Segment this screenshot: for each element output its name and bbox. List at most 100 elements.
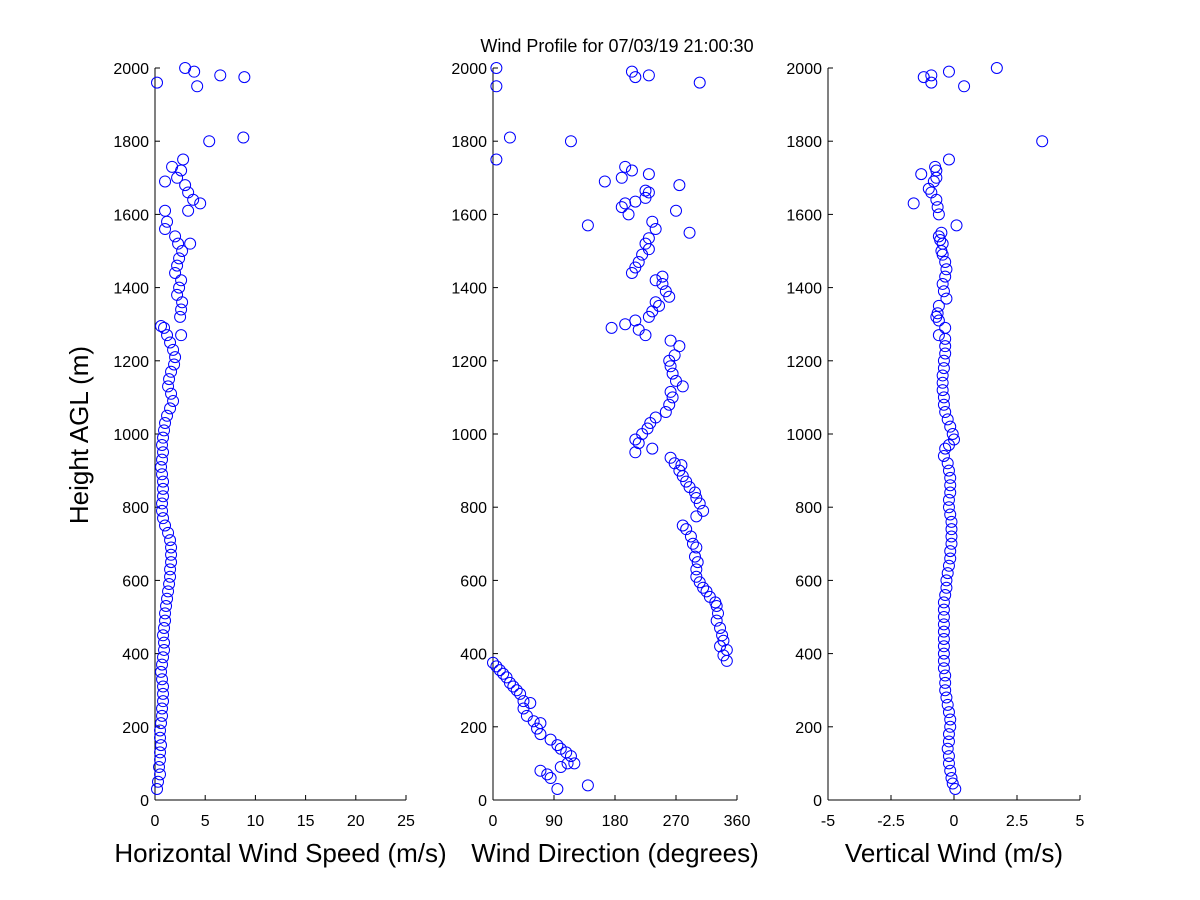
data-point	[939, 589, 952, 602]
data-point	[714, 621, 727, 634]
data-point	[942, 501, 955, 514]
data-point	[167, 343, 180, 356]
data-point	[164, 563, 177, 576]
data-point	[497, 667, 510, 680]
data-point	[534, 717, 547, 730]
data-point	[156, 468, 169, 481]
x-tick-label: 180	[602, 813, 629, 830]
data-point	[949, 783, 962, 796]
y-tick-label: 1800	[451, 134, 487, 151]
x-tick-label: 5	[201, 813, 210, 830]
data-point	[944, 545, 957, 558]
data-point	[942, 65, 955, 78]
y-tick-label: 1200	[451, 354, 487, 371]
data-point	[551, 783, 564, 796]
data-point	[490, 153, 503, 166]
data-point	[175, 303, 188, 316]
data-point	[490, 62, 503, 74]
data-point	[165, 387, 178, 400]
data-point	[939, 676, 952, 689]
data-point	[944, 720, 957, 733]
data-point	[937, 449, 950, 462]
x-tick-label: 2.5	[1006, 813, 1028, 830]
y-tick-label: 800	[460, 500, 487, 517]
data-point	[619, 160, 632, 173]
data-point	[155, 460, 168, 473]
data-point	[490, 660, 503, 673]
data-point	[642, 69, 655, 82]
x-tick-label: 0	[151, 813, 160, 830]
data-point	[929, 160, 942, 173]
data-point	[154, 724, 167, 737]
y-tick-label: 400	[795, 647, 822, 664]
panel-3: -5 -2.5 0 2.5 5 0 200 400 600 800 1000 1200 1400 1600…	[786, 61, 1084, 868]
data-point	[666, 367, 679, 380]
data-point	[663, 398, 676, 411]
y-tick-label: 1400	[786, 281, 822, 298]
data-point	[936, 369, 949, 382]
data-point	[944, 486, 957, 499]
data-point	[166, 160, 179, 173]
x-axis-label: Vertical Wind (m/s)	[845, 838, 1063, 868]
x-tick-label: 25	[397, 813, 415, 830]
data-point	[1036, 135, 1049, 148]
y-tick-label: 1800	[113, 134, 149, 151]
data-point	[653, 299, 666, 312]
data-point	[946, 777, 959, 790]
x-tick-label: 10	[247, 813, 265, 830]
data-point	[932, 329, 945, 342]
y-tick-label: 400	[460, 647, 487, 664]
data-point	[649, 274, 662, 287]
data-point	[942, 735, 955, 748]
data-point	[167, 395, 180, 408]
data-point	[941, 567, 954, 580]
data-point	[173, 281, 186, 294]
data-point	[157, 431, 170, 444]
data-point	[670, 204, 682, 217]
data-point	[507, 680, 520, 693]
data-point	[619, 318, 632, 331]
data-point	[157, 680, 170, 693]
data-point	[157, 475, 170, 488]
data-point	[664, 451, 677, 464]
data-point	[152, 775, 165, 788]
data-point	[937, 398, 950, 411]
data-point	[165, 541, 178, 554]
data-point	[649, 296, 662, 309]
data-point	[154, 731, 167, 744]
data-point	[945, 772, 958, 785]
data-point	[625, 164, 638, 177]
data-point	[673, 340, 686, 353]
data-point	[154, 753, 167, 766]
x-tick-label: 15	[297, 813, 315, 830]
data-point	[164, 570, 177, 583]
data-point	[939, 442, 952, 455]
data-point	[917, 71, 930, 84]
data-point	[168, 358, 181, 371]
data-point	[598, 175, 611, 188]
data-point	[157, 482, 170, 495]
data-point	[629, 314, 642, 327]
data-point	[191, 80, 204, 93]
panel-2: 0 90 180 270 360 0 200 400 600 800 1000 1200 1400 160…	[451, 61, 758, 868]
data-point	[670, 374, 682, 387]
data-point	[156, 658, 169, 671]
data-point	[931, 307, 944, 320]
x-axis-label: Horizontal Wind Speed (m/s)	[114, 838, 446, 868]
data-point	[179, 62, 192, 74]
data-point	[642, 186, 655, 199]
y-axis-label: Height AGL (m)	[64, 346, 94, 524]
data-point	[932, 208, 945, 221]
data-point	[944, 552, 957, 565]
data-point	[942, 706, 955, 719]
data-point	[544, 733, 557, 746]
y-tick-label: 200	[460, 720, 487, 737]
data-point	[935, 226, 948, 239]
data-point	[155, 739, 168, 752]
x-tick-label: 360	[724, 813, 751, 830]
data-point	[162, 526, 175, 539]
data-point	[944, 764, 957, 777]
y-tick-label: 1400	[113, 281, 149, 298]
data-point	[937, 285, 950, 298]
data-point	[632, 323, 645, 336]
